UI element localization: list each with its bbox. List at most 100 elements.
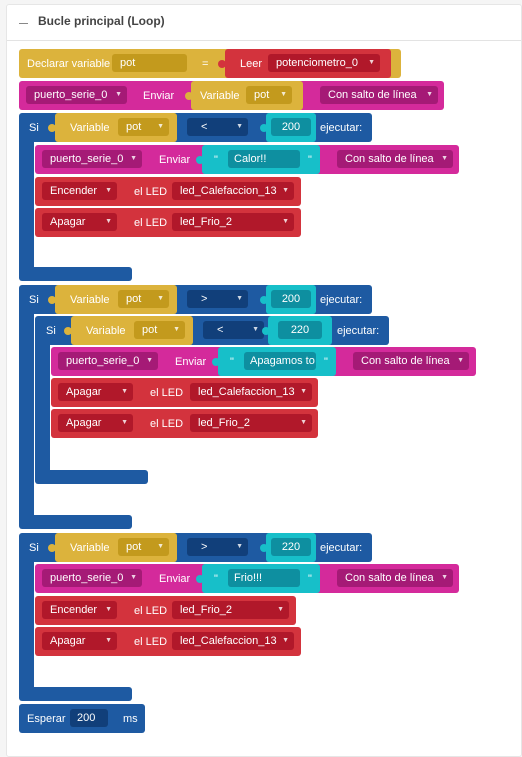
operator-dropdown[interactable]: < ▼ bbox=[203, 321, 264, 339]
variable-getter-block[interactable]: Variable pot ▼ bbox=[71, 316, 193, 345]
newline-dropdown-text: Con salto de línea bbox=[345, 572, 434, 584]
minus-icon[interactable] bbox=[19, 23, 28, 24]
led-dropdown[interactable]: led_Frio_2 ▼ bbox=[172, 213, 294, 231]
serial-port-dropdown[interactable]: puerto_serie_0 ▼ bbox=[58, 352, 158, 370]
led-dropdown[interactable]: led_Calefaccion_13 ▼ bbox=[172, 632, 294, 650]
caret-down-icon: ▼ bbox=[173, 326, 180, 333]
led-action-dropdown[interactable]: Apagar ▼ bbox=[42, 632, 117, 650]
text-input[interactable]: Calor!! bbox=[228, 150, 300, 168]
sensor-dropdown[interactable]: potenciometro_0 ▼ bbox=[268, 54, 380, 72]
led-dropdown-text: led_Frio_2 bbox=[180, 216, 232, 228]
equals-sign: = bbox=[202, 58, 209, 70]
operator-dropdown[interactable]: > ▼ bbox=[187, 290, 248, 308]
caret-down-icon: ▼ bbox=[457, 357, 464, 364]
if-block-3[interactable]: Si Variable pot ▼ > ▼ 220 ejecutar: bbox=[19, 533, 372, 562]
operator-dropdown[interactable]: > ▼ bbox=[187, 538, 248, 556]
newline-dropdown[interactable]: Con salto de línea ▼ bbox=[337, 150, 453, 168]
number-block[interactable]: 220 bbox=[266, 533, 316, 562]
number-block[interactable]: 200 bbox=[266, 113, 316, 142]
nested-if-block[interactable]: Si Variable pot ▼ < ▼ 220 ejecutar: bbox=[35, 316, 389, 345]
number-input[interactable]: 220 bbox=[278, 321, 322, 339]
led-action-text: Encender bbox=[50, 185, 98, 197]
led-block[interactable]: Apagar ▼ el LED led_Calefaccion_13 ▼ bbox=[51, 378, 318, 407]
led-dropdown[interactable]: led_Calefaccion_13 ▼ bbox=[190, 383, 312, 401]
number-input[interactable]: 200 bbox=[271, 118, 311, 136]
if-block-2[interactable]: Si Variable pot ▼ > ▼ 200 ejecutar: bbox=[19, 285, 372, 314]
serial-port-dropdown[interactable]: puerto_serie_0 ▼ bbox=[26, 86, 127, 104]
serial-send-block[interactable]: puerto_serie_0 ▼ Enviar " Calor!! " Con … bbox=[35, 145, 459, 174]
newline-dropdown[interactable]: Con salto de línea ▼ bbox=[320, 86, 438, 104]
value-input-notch bbox=[185, 92, 193, 100]
number-block[interactable]: 220 bbox=[268, 316, 332, 345]
newline-dropdown[interactable]: Con salto de línea ▼ bbox=[337, 569, 453, 587]
led-dropdown[interactable]: led_Frio_2 ▼ bbox=[172, 601, 289, 619]
if-block-1-stem bbox=[19, 142, 34, 267]
led-action-dropdown[interactable]: Encender ▼ bbox=[42, 601, 117, 619]
led-label: el LED bbox=[134, 186, 168, 198]
variable-dropdown[interactable]: pot ▼ bbox=[246, 86, 292, 104]
led-block[interactable]: Apagar ▼ el LED led_Calefaccion_13 ▼ bbox=[35, 627, 301, 656]
number-input[interactable]: 220 bbox=[271, 538, 311, 556]
serial-send-block[interactable]: puerto_serie_0 ▼ Enviar " Frio!!! " Con … bbox=[35, 564, 459, 593]
variable-dropdown[interactable]: pot ▼ bbox=[118, 290, 169, 308]
variable-dropdown[interactable]: pot ▼ bbox=[118, 538, 169, 556]
read-sensor-block[interactable]: Leer potenciometro_0 ▼ bbox=[225, 49, 391, 78]
caret-down-icon: ▼ bbox=[282, 637, 289, 644]
text-input[interactable]: Frio!!! bbox=[228, 569, 300, 587]
led-block[interactable]: Apagar ▼ el LED led_Frio_2 ▼ bbox=[51, 409, 318, 438]
led-action-dropdown[interactable]: Apagar ▼ bbox=[58, 414, 133, 432]
led-action-text: Apagar bbox=[50, 635, 86, 647]
led-dropdown[interactable]: led_Frio_2 ▼ bbox=[190, 414, 312, 432]
caret-down-icon: ▼ bbox=[368, 59, 375, 66]
if-block-1[interactable]: Si Variable pot ▼ < ▼ 200 ejecutar: bbox=[19, 113, 372, 142]
caret-down-icon: ▼ bbox=[426, 91, 433, 98]
number-notch bbox=[260, 124, 268, 132]
wait-unit: ms bbox=[123, 713, 138, 725]
wait-input[interactable]: 200 bbox=[70, 709, 108, 727]
newline-dropdown[interactable]: Con salto de línea ▼ bbox=[353, 352, 469, 370]
variable-dropdown-text: pot bbox=[254, 89, 270, 101]
variable-getter-block[interactable]: Variable pot ▼ bbox=[191, 81, 303, 110]
text-input-notch bbox=[196, 575, 204, 583]
led-action-text: Apagar bbox=[66, 386, 102, 398]
variable-getter-block[interactable]: Variable pot ▼ bbox=[55, 285, 177, 314]
declare-variable-block[interactable]: Declarar variable pot = Leer potenciomet… bbox=[19, 49, 401, 78]
led-block[interactable]: Encender ▼ el LED led_Calefaccion_13 ▼ bbox=[35, 177, 301, 206]
operator-dropdown[interactable]: < ▼ bbox=[187, 118, 248, 136]
led-dropdown[interactable]: led_Calefaccion_13 ▼ bbox=[172, 182, 294, 200]
number-block[interactable]: 200 bbox=[266, 285, 316, 314]
text-block[interactable]: " Frio!!! " bbox=[202, 564, 320, 593]
variable-dropdown[interactable]: pot ▼ bbox=[118, 118, 169, 136]
variable-dropdown[interactable]: pot ▼ bbox=[134, 321, 185, 339]
serial-port-dropdown[interactable]: puerto_serie_0 ▼ bbox=[42, 150, 142, 168]
led-block[interactable]: Encender ▼ el LED led_Frio_2 ▼ bbox=[35, 596, 296, 625]
led-action-dropdown[interactable]: Encender ▼ bbox=[42, 182, 117, 200]
serial-port-dropdown[interactable]: puerto_serie_0 ▼ bbox=[42, 569, 142, 587]
newline-dropdown-text: Con salto de línea bbox=[345, 153, 434, 165]
caret-down-icon: ▼ bbox=[280, 91, 287, 98]
declare-var-name[interactable]: pot bbox=[112, 54, 187, 72]
wait-label: Esperar bbox=[27, 713, 66, 725]
led-label: el LED bbox=[134, 636, 168, 648]
execute-label: ejecutar: bbox=[337, 325, 380, 337]
wait-block[interactable]: Esperar 200 ms bbox=[19, 704, 145, 733]
led-label: el LED bbox=[134, 605, 168, 617]
led-action-dropdown[interactable]: Apagar ▼ bbox=[58, 383, 133, 401]
caret-down-icon: ▼ bbox=[105, 187, 112, 194]
serial-send-block[interactable]: puerto_serie_0 ▼ Enviar " Apagamos to " … bbox=[51, 347, 476, 376]
led-action-dropdown[interactable]: Apagar ▼ bbox=[42, 213, 117, 231]
caret-down-icon: ▼ bbox=[121, 419, 128, 426]
caret-down-icon: ▼ bbox=[441, 574, 448, 581]
variable-getter-block[interactable]: Variable pot ▼ bbox=[55, 113, 177, 142]
number-notch bbox=[260, 544, 268, 552]
text-block[interactable]: " Calor!! " bbox=[202, 145, 320, 174]
panel-header[interactable]: Bucle principal (Loop) bbox=[7, 5, 521, 41]
led-block[interactable]: Apagar ▼ el LED led_Frio_2 ▼ bbox=[35, 208, 301, 237]
serial-send-block[interactable]: puerto_serie_0 ▼ Enviar Variable pot ▼ C… bbox=[19, 81, 444, 110]
text-block[interactable]: " Apagamos to " bbox=[218, 347, 336, 376]
number-input[interactable]: 200 bbox=[271, 290, 311, 308]
if-block-2-footer bbox=[19, 515, 132, 529]
text-input[interactable]: Apagamos to bbox=[244, 352, 316, 370]
variable-getter-block[interactable]: Variable pot ▼ bbox=[55, 533, 177, 562]
led-action-text: Encender bbox=[50, 604, 98, 616]
